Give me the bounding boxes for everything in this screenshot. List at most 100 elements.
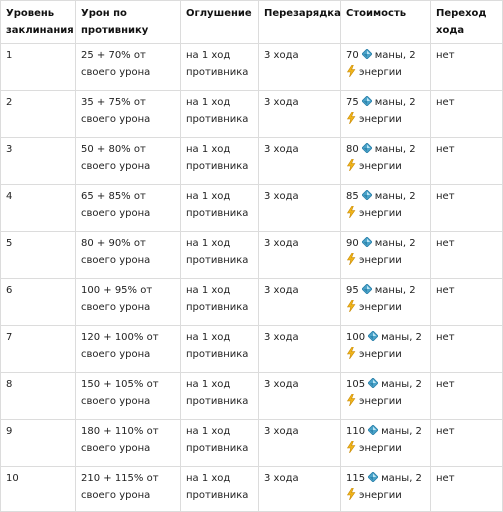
lightning-bolt-icon [346,347,356,359]
cell-stun: на 1 ход противника [180,184,259,232]
cell-stun: на 1 ход противника [180,90,259,138]
mana-amount: 80 [346,144,359,155]
lightning-bolt-icon [346,300,356,312]
header-cost: Стоимость [340,0,431,44]
table-row: 8 150 + 105% от своего урона на 1 ход пр… [0,372,503,420]
table-row: 9 180 + 110% от своего урона на 1 ход пр… [0,419,503,467]
mana-amount: 85 [346,191,359,202]
mana-amount: 95 [346,285,359,296]
transfer-value: нет [436,97,455,108]
cell-level: 1 [0,43,76,91]
stun-value: на 1 ход противника [186,332,249,360]
cell-transfer: нет [430,372,503,420]
cell-stun: на 1 ход противника [180,231,259,279]
cooldown-value: 3 хода [264,191,299,202]
cell-level: 8 [0,372,76,420]
cell-level: 7 [0,325,76,373]
level-value: 6 [6,285,13,296]
cell-transfer: нет [430,325,503,373]
cell-damage: 50 + 80% от своего урона [75,137,181,185]
mana-crystal-icon [361,143,372,153]
table-row: 10 210 + 115% от своего урона на 1 ход п… [0,466,503,512]
mana-suffix: маны, 2 [381,379,422,390]
lightning-bolt-icon [346,206,356,218]
cell-transfer: нет [430,231,503,279]
cell-cooldown: 3 хода [258,231,341,279]
level-value: 7 [6,332,13,343]
cell-transfer: нет [430,43,503,91]
energy-label: энергии [359,490,402,501]
mana-suffix: маны, 2 [381,473,422,484]
level-value: 1 [6,50,13,61]
transfer-value: нет [436,426,455,437]
lightning-bolt-icon [346,441,356,453]
mana-suffix: маны, 2 [374,238,416,249]
cell-level: 3 [0,137,76,185]
cell-damage: 120 + 100% от своего урона [75,325,181,373]
lightning-bolt-icon [346,65,356,77]
header-stun: Оглушение [180,0,259,44]
cell-cost: 100 маны, 2 энергии [340,325,431,373]
cell-level: 10 [0,466,76,512]
stun-value: на 1 ход противника [186,191,249,219]
mana-crystal-icon [361,49,372,59]
mana-amount: 115 [346,473,366,484]
cell-transfer: нет [430,90,503,138]
cell-cost: 110 маны, 2 энергии [340,419,431,467]
cell-cooldown: 3 хода [258,419,341,467]
mana-amount: 75 [346,97,359,108]
cell-stun: на 1 ход противника [180,43,259,91]
mana-suffix: маны, 2 [381,426,422,437]
transfer-value: нет [436,50,455,61]
mana-suffix: маны, 2 [374,50,416,61]
cell-stun: на 1 ход противника [180,372,259,420]
energy-label: энергии [359,349,402,360]
energy-label: энергии [359,443,402,454]
cell-cost: 90 маны, 2 энергии [340,231,431,279]
table-row: 2 35 + 75% от своего урона на 1 ход прот… [0,90,503,138]
header-damage: Урон по противнику [75,0,181,44]
cooldown-value: 3 хода [264,97,299,108]
cell-damage: 150 + 105% от своего урона [75,372,181,420]
cell-stun: на 1 ход противника [180,325,259,373]
cell-level: 2 [0,90,76,138]
stun-value: на 1 ход противника [186,473,249,501]
damage-value: 80 + 90% от своего урона [81,238,151,266]
cell-level: 5 [0,231,76,279]
cell-cooldown: 3 хода [258,90,341,138]
cooldown-value: 3 хода [264,285,299,296]
stun-value: на 1 ход противника [186,238,249,266]
table-row: 5 80 + 90% от своего урона на 1 ход прот… [0,231,503,279]
table-header-row: Уровень заклинания Урон по противнику Ог… [0,0,503,44]
damage-value: 120 + 100% от своего урона [81,332,159,360]
mana-crystal-icon [368,472,379,482]
energy-label: энергии [359,302,402,313]
cell-damage: 35 + 75% от своего урона [75,90,181,138]
transfer-value: нет [436,144,455,155]
cell-cost: 115 маны, 2 энергии [340,466,431,512]
cell-cost: 80 маны, 2 энергии [340,137,431,185]
cell-cooldown: 3 хода [258,137,341,185]
mana-crystal-icon [361,237,372,247]
mana-crystal-icon [368,378,379,388]
mana-amount: 110 [346,426,366,437]
header-cooldown: Перезарядка [258,0,341,44]
mana-amount: 105 [346,379,366,390]
energy-label: энергии [359,208,402,219]
mana-suffix: маны, 2 [374,191,416,202]
stun-value: на 1 ход противника [186,97,249,125]
mana-suffix: маны, 2 [374,144,416,155]
stun-value: на 1 ход противника [186,379,249,407]
cell-cost: 70 маны, 2 энергии [340,43,431,91]
transfer-value: нет [436,332,455,343]
damage-value: 100 + 95% от своего урона [81,285,153,313]
mana-crystal-icon [361,190,372,200]
cell-stun: на 1 ход противника [180,466,259,512]
stun-value: на 1 ход противника [186,426,249,454]
cell-cost: 95 маны, 2 энергии [340,278,431,326]
mana-suffix: маны, 2 [374,97,416,108]
cell-cooldown: 3 хода [258,372,341,420]
cell-cooldown: 3 хода [258,466,341,512]
mana-amount: 100 [346,332,366,343]
cooldown-value: 3 хода [264,332,299,343]
